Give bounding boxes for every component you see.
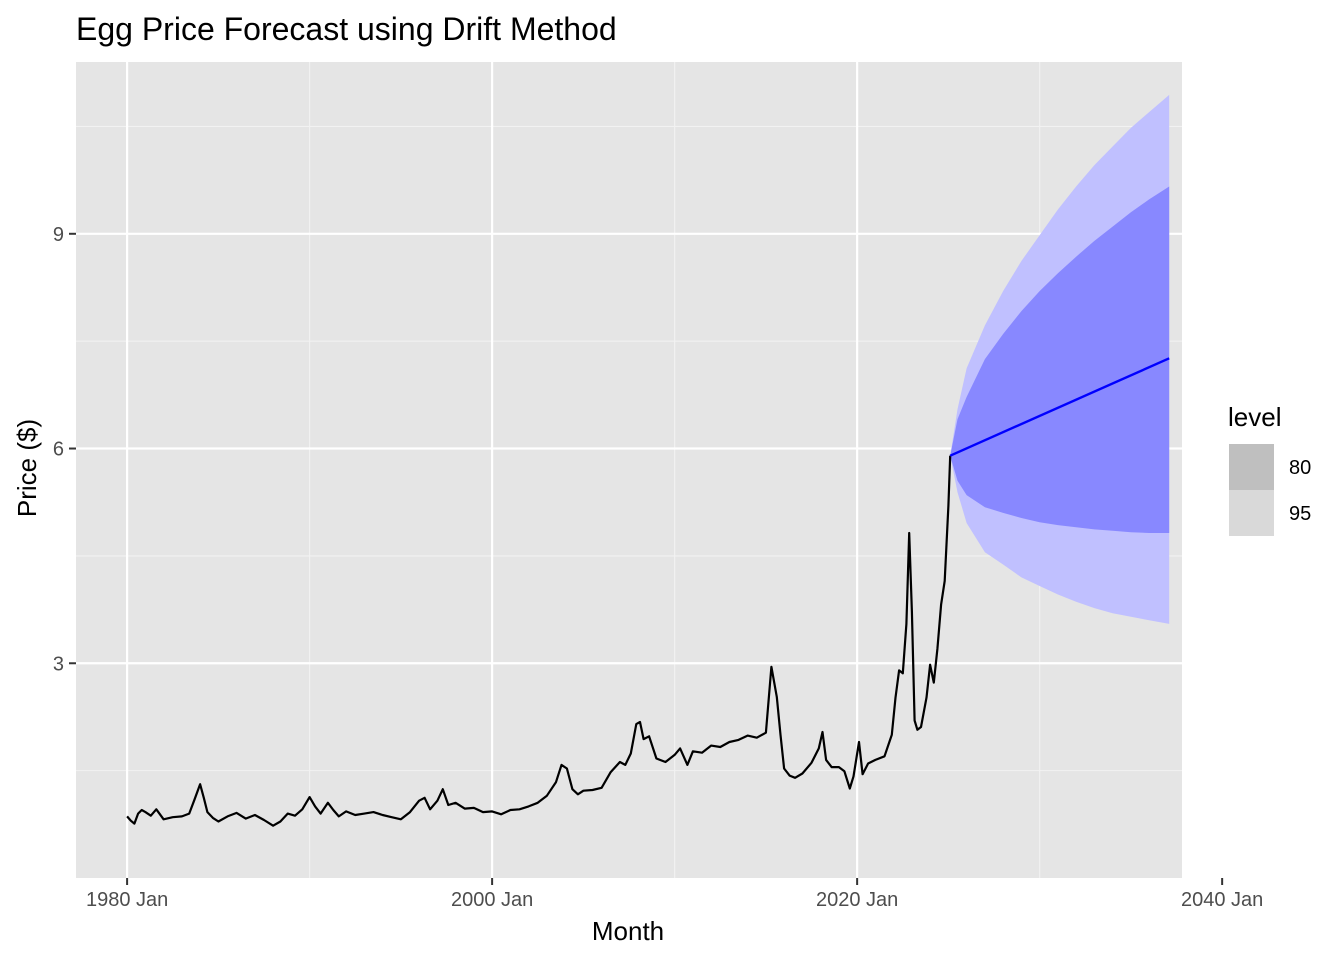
major-grid [76, 62, 1224, 878]
legend-title: level [1228, 402, 1281, 432]
axes: 1980 Jan 2000 Jan 2020 Jan 2040 Jan 3 6 9 [53, 224, 1263, 911]
x-tick-label: 2020 Jan [816, 889, 898, 911]
series-lines [126, 357, 1170, 827]
forecast-line [949, 357, 1170, 457]
legend: level 80 95 [1228, 402, 1311, 536]
x-tick-label: 1980 Jan [86, 889, 168, 911]
y-tick-label: 6 [53, 439, 64, 461]
prediction-intervals [950, 94, 1170, 624]
x-tick-label: 2040 Jan [1181, 889, 1263, 911]
x-axis-title: Month [592, 916, 664, 946]
legend-key-80 [1229, 444, 1274, 490]
interval-band-80 [950, 186, 1170, 533]
y-tick-label: 9 [53, 224, 64, 246]
legend-entries: 80 95 [1229, 444, 1311, 536]
chart-title: Egg Price Forecast using Drift Method [76, 11, 617, 47]
history-line [126, 455, 952, 827]
x-tick-label: 2000 Jan [451, 889, 533, 911]
legend-label: 95 [1289, 503, 1311, 525]
y-axis-title: Price ($) [12, 419, 42, 517]
legend-key-95 [1229, 490, 1274, 536]
y-tick-label: 3 [53, 653, 64, 675]
legend-label: 80 [1289, 457, 1311, 479]
